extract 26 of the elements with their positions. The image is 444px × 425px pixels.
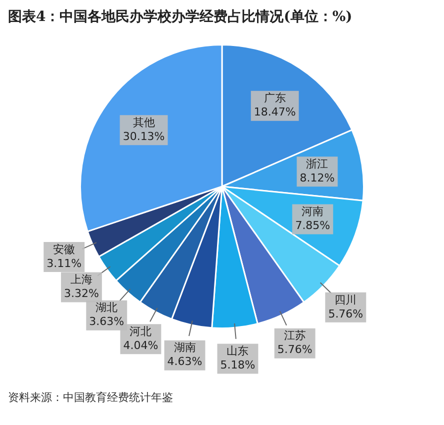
data-label: 7.85% <box>295 219 330 232</box>
data-label: 18.47% <box>254 106 296 119</box>
slice-label: 安徽 <box>53 242 76 256</box>
data-label: 3.11% <box>46 256 82 270</box>
slice-label: 湖南 <box>174 341 196 354</box>
data-label: 4.04% <box>123 338 158 352</box>
chart-title: 图表4：中国各地民办学校办学经费占比情况(单位：%) <box>8 8 352 26</box>
data-label: 3.63% <box>89 315 124 328</box>
slice-label: 江苏 <box>284 329 306 342</box>
slice-label: 河南 <box>302 205 324 218</box>
data-label: 8.12% <box>300 171 335 184</box>
slice-label: 其他 <box>132 116 155 130</box>
data-label: 5.76% <box>328 307 364 320</box>
data-label: 5.76% <box>277 343 312 356</box>
data-label: 30.13% <box>122 130 165 144</box>
data-label: 5.18% <box>220 358 256 372</box>
data-label: 3.32% <box>64 287 99 300</box>
slice-label: 湖北 <box>96 301 118 314</box>
slice-label: 山东 <box>226 344 249 358</box>
slice-label: 河北 <box>130 324 152 338</box>
slice-label: 上海 <box>70 273 92 286</box>
slice-label: 浙江 <box>306 157 328 170</box>
slice-label: 广东 <box>264 92 286 105</box>
slice-label: 四川 <box>334 293 357 306</box>
data-label: 4.63% <box>167 355 202 368</box>
text: 资料来源：中国教育经费统计年鉴 <box>8 390 173 405</box>
